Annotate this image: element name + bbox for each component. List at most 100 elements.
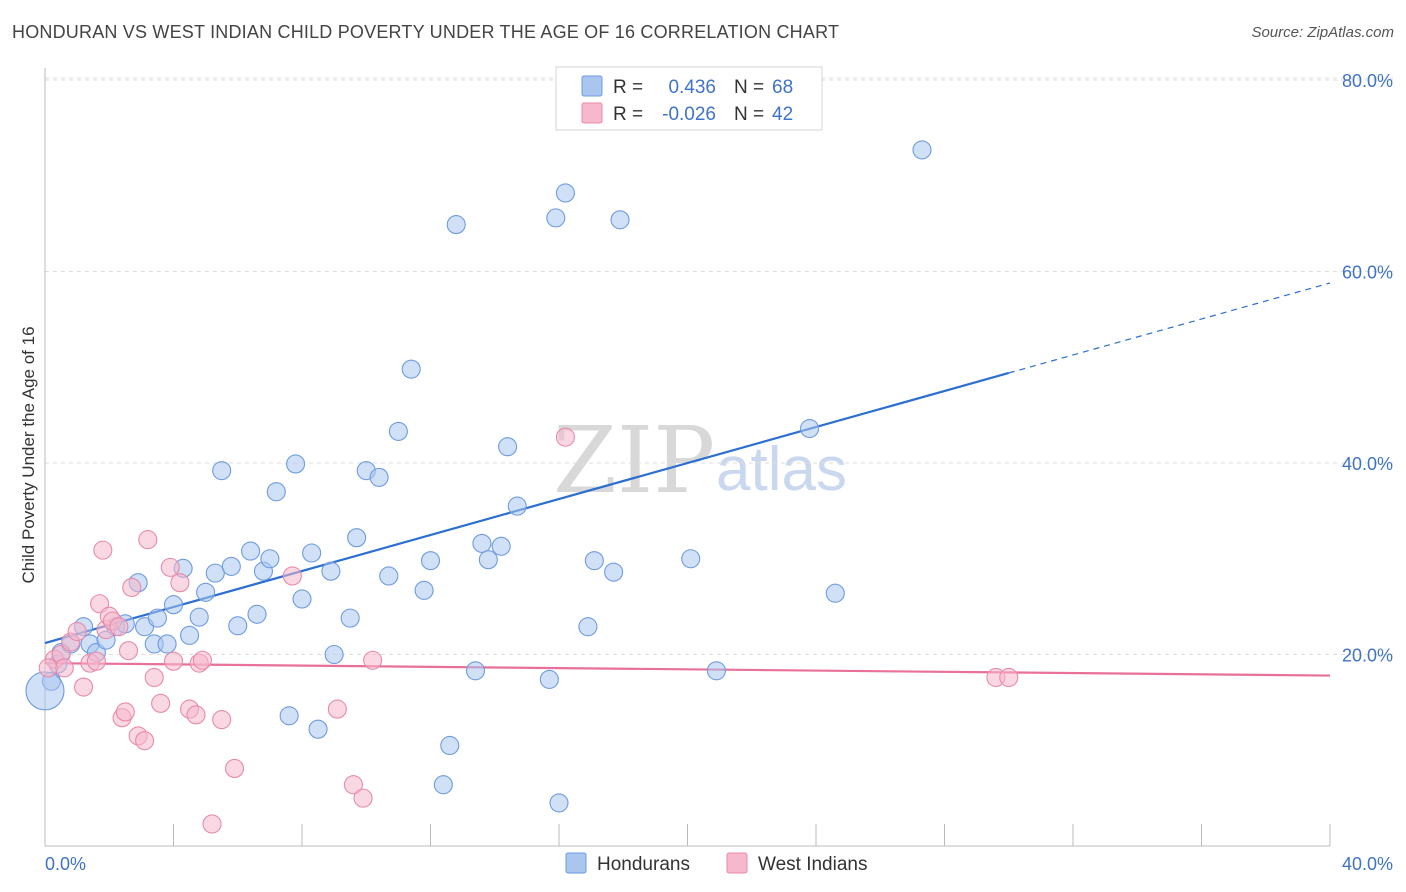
honduran-point [163,595,184,615]
west-indian-point [67,621,87,642]
honduran-point [266,482,286,502]
tick-labels: 20.0% 40.0% 60.0% 80.0% 0.0% 40.0% [45,71,1393,874]
honduran-point [369,467,389,487]
honduran-point [578,617,598,637]
honduran-point [205,563,225,583]
legend-n-label-1: N = [734,77,764,98]
honduran-point [228,616,248,636]
honduran-point [347,528,367,548]
honduran-point [800,418,820,439]
honduran-point [420,551,441,571]
watermark: ZIP atlas [553,407,847,514]
legend-swatch-west-indians [581,102,603,124]
x-tick-label-0: 0.0% [45,854,86,874]
honduran-point [498,437,518,457]
grid [45,77,1393,655]
honduran-point [157,634,177,654]
y-axis-label: Child Poverty Under the Age of 16 [19,326,38,583]
trend-line-west-indians [44,662,1331,677]
honduran-point [292,589,312,609]
x-tick-label-40: 40.0% [1342,854,1393,874]
honduran-point [340,608,360,628]
west-indian-point [353,788,373,808]
honduran-point [212,461,232,481]
honduran-point [302,543,322,563]
west-indian-point [115,702,135,722]
honduran-point [478,550,498,570]
legend-r-label-2: R = [613,104,643,125]
honduran-point [286,454,306,474]
honduran-point [555,183,575,203]
legend-n-value-1: 68 [772,77,793,98]
bottom-legend-west-indians: West Indians [758,854,867,875]
west-indian-point [343,775,363,795]
west-indian-point [282,566,302,586]
west-indian-point [93,540,113,560]
honduran-point [539,669,559,689]
points [25,140,1019,834]
honduran-point [491,536,511,556]
legend-r-value-2: -0.026 [662,104,716,125]
axes [44,68,1331,847]
legend-r-value-1: 0.436 [668,77,716,98]
y-tick-label-20: 20.0% [1342,646,1393,666]
west-indian-point [192,650,212,670]
west-indian-point [212,710,232,730]
trend-line-extension-hondurans [1008,282,1331,374]
honduran-point [584,551,604,571]
honduran-point [401,359,421,379]
honduran-point [308,719,328,739]
bottom-legend-swatch-hondurans [565,852,587,874]
legend-n-value-2: 42 [772,104,793,125]
honduran-point [241,541,261,561]
honduran-point [465,661,486,681]
legend-swatch-hondurans [581,75,603,97]
west-indian-point [109,617,129,637]
honduran-point [247,604,267,624]
honduran-point [221,556,241,576]
west-indian-point [363,650,383,670]
legend: R = 0.436 N = 68 R = -0.026 N = 42 [555,66,823,131]
honduran-point [433,775,453,795]
bottom-legend-swatch-west-indians [726,852,748,874]
west-indian-point [224,758,245,778]
honduran-point [25,671,65,711]
west-indian-point [138,530,158,550]
honduran-point [546,208,566,228]
honduran-point [189,607,209,627]
west-indian-point [86,651,106,671]
honduran-point [507,496,527,516]
honduran-point [610,210,630,230]
source-label: Source: ZipAtlas.com [1251,24,1394,41]
west-indian-point [170,573,190,593]
watermark-atlas: atlas [716,435,847,504]
west-indian-point [135,731,155,751]
y-tick-label-80: 80.0% [1342,71,1393,91]
west-indian-point [202,814,222,834]
bottom-legend-hondurans: Hondurans [597,854,690,875]
honduran-point [180,625,200,645]
west-indian-point [555,427,575,447]
legend-r-label-1: R = [613,77,643,98]
west-indian-point [151,693,171,713]
honduran-point [260,549,280,569]
honduran-point [147,608,167,628]
honduran-point [379,566,399,586]
honduran-point [549,793,569,813]
west-indian-point [54,658,74,678]
y-tick-label-40: 40.0% [1342,454,1393,474]
honduran-point [472,533,492,553]
chart-title: HONDURAN VS WEST INDIAN CHILD POVERTY UN… [12,22,840,42]
west-indian-point [122,577,142,598]
trend-line-hondurans [44,371,1010,645]
honduran-point [440,735,460,756]
honduran-point [912,140,932,160]
west-indian-point [160,557,180,577]
honduran-point [321,561,341,581]
legend-n-label-2: N = [734,104,764,125]
honduran-point [681,549,701,569]
west-indian-point [186,705,206,725]
bottom-legend: Hondurans West Indians [565,852,867,875]
west-indian-point [38,658,58,678]
